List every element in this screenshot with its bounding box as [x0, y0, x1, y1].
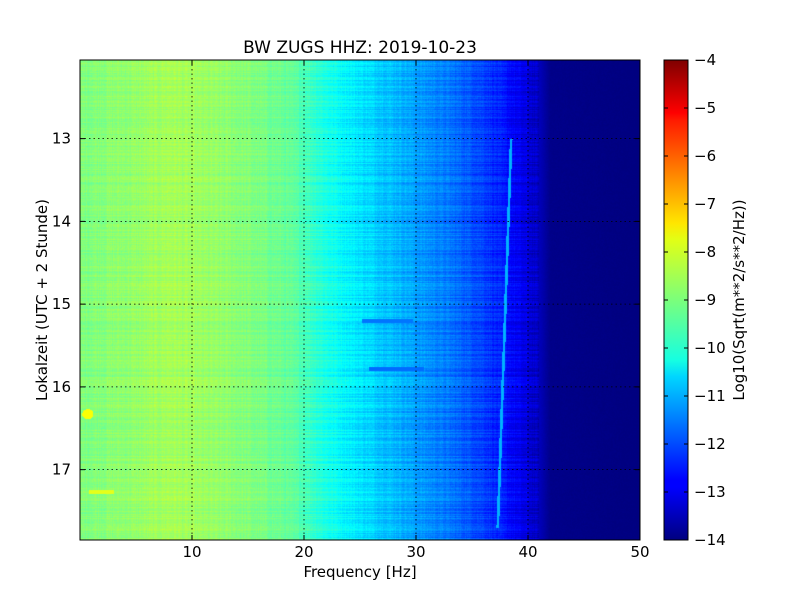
x-tick-label: 20 — [294, 543, 313, 561]
grid-lines — [80, 60, 640, 540]
colorbar-tick-label: −7 — [694, 195, 716, 213]
y-axis: 13 14 15 16 17 — [52, 130, 640, 479]
spectrogram-heatmap — [80, 60, 640, 540]
colorbar: −4 −5 −6 −7 −8 −9 −10 −11 −12 −13 −14 Log10(Sqrt(m… — [663, 51, 748, 549]
y-tick-label: 15 — [52, 295, 71, 313]
colorbar-tick-label: −6 — [694, 147, 716, 165]
colorbar-tick-label: −12 — [694, 435, 726, 453]
colorbar-tick-label: −14 — [694, 531, 726, 549]
colorbar-tick-label: −8 — [694, 243, 716, 261]
x-axis: 10 20 30 40 50 — [182, 60, 650, 561]
x-tick-label: 10 — [182, 543, 201, 561]
x-axis-label: Frequency [Hz] — [303, 563, 416, 581]
y-tick-label: 13 — [52, 130, 71, 148]
colorbar-label: Log10(Sqrt(m**2/s**2/Hz)) — [730, 199, 748, 400]
spectrogram-plot-area — [79, 59, 641, 541]
colorbar-axis: −4 −5 −6 −7 −8 −9 −10 −11 −12 −13 −14 — [664, 51, 726, 549]
colorbar-tick-label: −4 — [694, 51, 716, 69]
y-tick-label: 17 — [52, 461, 71, 479]
x-tick-label: 30 — [406, 543, 425, 561]
x-tick-label: 40 — [518, 543, 537, 561]
y-tick-label: 14 — [52, 212, 71, 230]
colorbar-tick-label: −11 — [694, 387, 726, 405]
y-axis-label: Lokalzeit (UTC + 2 Stunde) — [33, 199, 51, 401]
colorbar-tick-label: −13 — [694, 483, 726, 501]
y-tick-label: 16 — [52, 378, 71, 396]
plot-frame — [79, 59, 641, 541]
colorbar-tick-label: −10 — [694, 339, 726, 357]
x-tick-label: 50 — [630, 543, 649, 561]
colorbar-tick-label: −5 — [694, 99, 716, 117]
chart-title: BW ZUGS HHZ: 2019-10-23 — [243, 38, 477, 58]
colorbar-tick-label: −9 — [694, 291, 716, 309]
